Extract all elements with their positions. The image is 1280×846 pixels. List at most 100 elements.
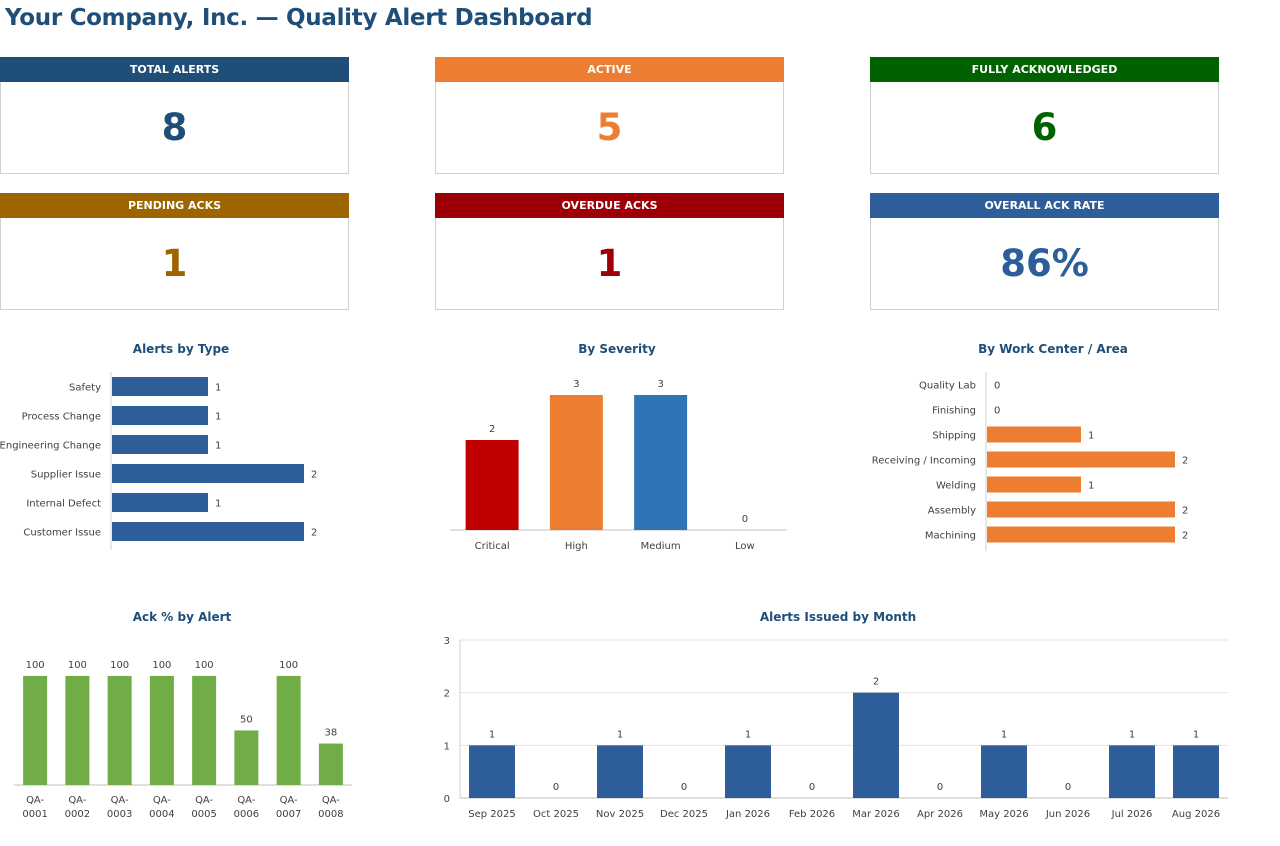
data-label: 1 <box>215 412 221 423</box>
kpi-label: FULLY ACKNOWLEDGED <box>870 57 1219 82</box>
data-label: 100 <box>68 660 87 671</box>
category-label: 0001 <box>22 809 47 820</box>
category-label: Safety <box>69 383 101 394</box>
category-label: Quality Lab <box>919 381 976 392</box>
bar <box>987 426 1081 443</box>
category-label: QA- <box>153 795 171 806</box>
data-label: 0 <box>937 782 943 793</box>
category-label: 0005 <box>191 809 216 820</box>
data-label: 100 <box>110 660 129 671</box>
category-label: Sep 2025 <box>468 809 515 820</box>
category-label: 0003 <box>107 809 132 820</box>
data-label: 1 <box>215 441 221 452</box>
category-label: Oct 2025 <box>533 809 579 820</box>
category-label: Jul 2026 <box>1111 809 1153 820</box>
data-label: 0 <box>809 782 815 793</box>
category-label: Mar 2026 <box>852 809 900 820</box>
bar <box>465 440 519 530</box>
kpi-card-total-alerts: TOTAL ALERTS 8 <box>0 57 349 175</box>
kpi-label: OVERALL ACK RATE <box>870 193 1219 218</box>
bar <box>192 675 217 785</box>
data-label: 100 <box>279 660 298 671</box>
data-label: 1 <box>215 499 221 510</box>
category-label: Welding <box>936 481 976 492</box>
category-label: QA- <box>322 795 340 806</box>
bar <box>634 395 688 530</box>
category-label: Assembly <box>928 506 976 517</box>
data-label: 2 <box>311 470 317 481</box>
kpi-label: ACTIVE <box>435 57 784 82</box>
bar <box>65 675 90 785</box>
category-label: QA- <box>111 795 129 806</box>
bar <box>549 395 603 530</box>
y-tick-label: 3 <box>444 636 450 647</box>
category-label: Supplier Issue <box>31 470 101 481</box>
chart-title: By Work Center / Area <box>978 342 1128 356</box>
bar <box>112 493 208 512</box>
chart-title: Alerts by Type <box>133 342 229 356</box>
chart-title: By Severity <box>578 342 656 356</box>
category-label: High <box>565 541 588 552</box>
data-label: 0 <box>681 782 687 793</box>
bar <box>112 406 208 425</box>
category-label: Customer Issue <box>23 528 101 539</box>
data-label: 100 <box>195 660 214 671</box>
category-label: QA- <box>237 795 255 806</box>
bar <box>469 745 515 798</box>
category-label: Jun 2026 <box>1045 809 1090 820</box>
category-label: Low <box>735 541 755 552</box>
data-label: 2 <box>1182 531 1188 542</box>
bar <box>987 476 1081 493</box>
bar <box>276 675 301 785</box>
y-tick-label: 0 <box>444 794 450 805</box>
kpi-label: OVERDUE ACKS <box>435 193 784 218</box>
bar <box>987 501 1175 518</box>
chart-title: Ack % by Alert <box>133 610 232 624</box>
bar <box>112 377 208 396</box>
kpi-value: 6 <box>870 82 1219 174</box>
bar <box>149 675 174 785</box>
kpi-value: 5 <box>435 82 784 174</box>
data-label: 1 <box>1193 729 1199 740</box>
category-label: Engineering Change <box>0 441 101 452</box>
data-label: 38 <box>325 728 338 739</box>
category-label: 0008 <box>318 809 343 820</box>
category-label: Receiving / Incoming <box>872 456 976 467</box>
category-label: Feb 2026 <box>789 809 835 820</box>
data-label: 1 <box>215 383 221 394</box>
bar <box>107 675 132 785</box>
bar <box>318 743 343 785</box>
category-label: QA- <box>280 795 298 806</box>
category-label: 0006 <box>234 809 259 820</box>
y-tick-label: 1 <box>444 741 450 752</box>
category-label: Jan 2026 <box>725 809 770 820</box>
data-label: 2 <box>1182 506 1188 517</box>
kpi-value: 86% <box>870 218 1219 310</box>
data-label: 2 <box>311 528 317 539</box>
category-label: 0004 <box>149 809 174 820</box>
bar <box>112 522 304 541</box>
chart-title: Alerts Issued by Month <box>760 610 916 624</box>
bar <box>981 745 1027 798</box>
data-label: 3 <box>657 379 663 390</box>
bar <box>112 464 304 483</box>
kpi-value: 8 <box>0 82 349 174</box>
data-label: 2 <box>489 424 495 435</box>
category-label: Critical <box>475 541 510 552</box>
category-label: 0007 <box>276 809 301 820</box>
data-label: 0 <box>1065 782 1071 793</box>
kpi-card-overdue-acks: OVERDUE ACKS 1 <box>435 193 784 311</box>
data-label: 0 <box>994 381 1000 392</box>
data-label: 1 <box>1001 729 1007 740</box>
bar <box>987 526 1175 543</box>
category-label: QA- <box>26 795 44 806</box>
category-label: Medium <box>641 541 681 552</box>
data-label: 1 <box>617 729 623 740</box>
data-label: 1 <box>489 729 495 740</box>
bar <box>987 451 1175 468</box>
data-label: 2 <box>1182 456 1188 467</box>
bar <box>1109 745 1155 798</box>
category-label: Nov 2025 <box>596 809 644 820</box>
category-label: Apr 2026 <box>917 809 963 820</box>
